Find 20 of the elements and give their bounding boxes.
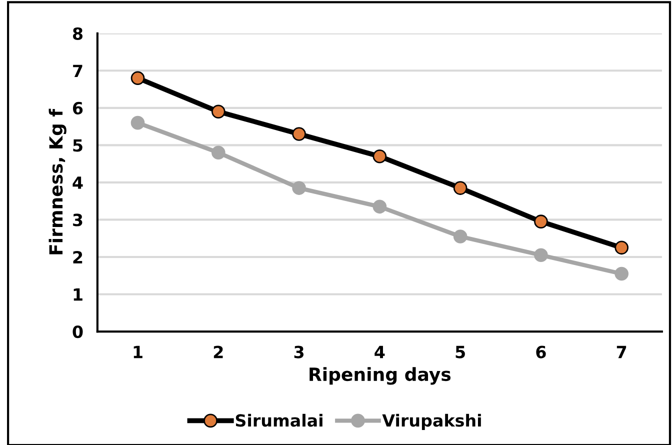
y-tick-label: 4: [72, 176, 83, 189]
y-tick-label: 3: [73, 214, 82, 226]
x-tick-label: 3: [294, 346, 304, 358]
y-tick-label: 0: [72, 325, 83, 338]
y-tick-label: 6: [72, 102, 83, 114]
legend-label: Virupakshi: [382, 414, 481, 430]
x-tick-label: 6: [536, 346, 546, 358]
x-tick-label: 4: [374, 346, 385, 358]
y-tick-label: 1: [74, 288, 82, 301]
y-tick-label: 7: [73, 64, 82, 77]
y-tick-label: 8: [72, 27, 83, 40]
x-tick-label: 2: [214, 346, 223, 358]
x-axis-title: Ripening days: [310, 367, 451, 385]
legend-label: Sirumalai: [236, 414, 322, 427]
y-axis-title: Firmness, Kg f: [48, 108, 66, 254]
x-tick-label: 1: [134, 346, 142, 358]
y-tick-label: 5: [73, 139, 82, 152]
x-tick-label: 5: [456, 346, 465, 358]
y-tick-label: 2: [73, 250, 82, 264]
x-tick-label: 7: [616, 346, 626, 358]
